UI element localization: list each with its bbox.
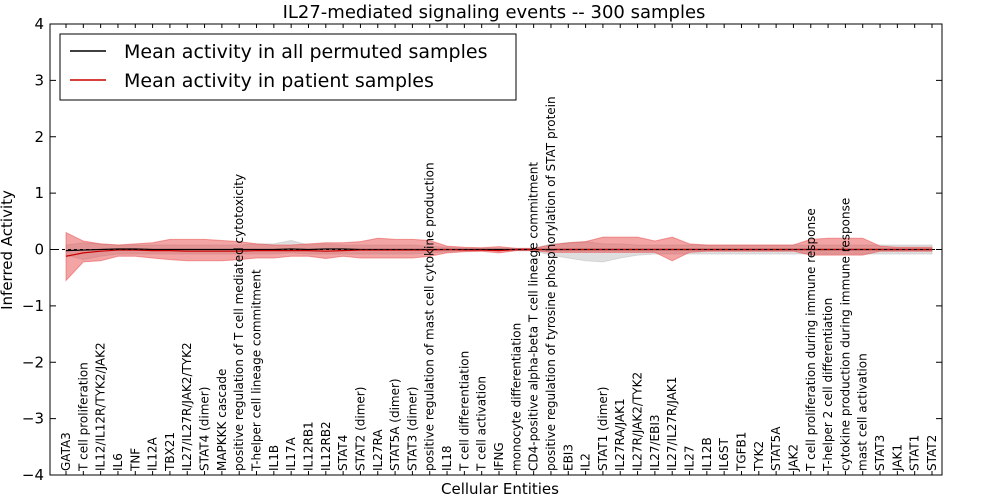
legend-box: [59, 33, 517, 101]
y-tick-label: 2: [34, 128, 44, 146]
x-tick-label: IL12/IL12R/TYK2/JAK2: [94, 342, 108, 471]
x-tick-label: MAPKKK cascade: [215, 369, 229, 471]
x-tick-label: STAT4 (dimer): [198, 387, 212, 471]
y-tick-label: 0: [34, 241, 44, 259]
x-tick-label: monocyte differentiation: [509, 323, 523, 471]
x-tick-label: JAK2: [786, 444, 800, 472]
x-tick-label: IL6ST: [717, 438, 731, 471]
x-tick-label: IL1B: [267, 445, 281, 471]
x-tick-label: IL18: [440, 446, 454, 472]
legend-label: Mean activity in all permuted samples: [124, 41, 487, 63]
x-tick-label: IL6: [111, 453, 125, 471]
x-tick-label: IL12B: [700, 437, 714, 471]
y-tick-label: 4: [34, 15, 44, 33]
plot-frame: [49, 23, 943, 476]
x-tick-label: IL2: [579, 453, 593, 471]
y-tick-label: −2: [22, 353, 44, 371]
x-tick-label: EBI3: [561, 444, 575, 471]
x-tick-label: IL27RA/JAK1: [613, 398, 627, 471]
y-tick-label: −3: [22, 410, 44, 428]
x-tick-label: JAK1: [890, 444, 904, 472]
x-tick-label: STAT3 (dimer): [405, 387, 419, 471]
x-tick-label: STAT3: [873, 435, 887, 471]
x-tick-label: IL27RA: [371, 429, 385, 471]
patient-mean-line: [65, 248, 932, 257]
x-tick-label: GATA3: [59, 432, 73, 471]
x-tick-label: positive regulation of tyrosine phosphor…: [544, 96, 558, 471]
x-tick-label: IL27: [683, 446, 697, 472]
x-tick-label: IL27/EBI3: [648, 414, 662, 471]
x-tick-label: STAT1 (dimer): [596, 387, 610, 471]
x-tick-label: IL27/IL27R/JAK2/TYK2: [180, 342, 194, 471]
x-tick-label: IL27R/JAK2/TYK2: [631, 372, 645, 471]
x-tick-label: T cell proliferation during immune respo…: [804, 208, 818, 472]
x-tick-label: STAT5A (dimer): [388, 378, 402, 471]
x-tick-label: positive regulation of mast cell cytokin…: [423, 162, 437, 471]
x-tick-label: IL27/IL27R/JAK1: [665, 377, 679, 471]
x-tick-label: cytokine production during immune respon…: [838, 198, 852, 471]
chart-title: IL27-mediated signaling events -- 300 sa…: [283, 2, 706, 23]
x-tick-label: T cell activation: [475, 376, 489, 472]
x-tick-label: TGFB1: [734, 432, 748, 472]
x-tick-label: T cell differentiation: [457, 351, 471, 472]
x-tick-label: T-helper 2 cell differentiation: [821, 298, 835, 472]
x-tick-label: IFNG: [492, 442, 506, 471]
y-axis-label: Inferred Activity: [0, 190, 16, 310]
x-tick-label: IL12A: [146, 437, 160, 471]
x-tick-label: T cell proliferation: [76, 362, 90, 472]
x-tick-label: TNF: [128, 448, 142, 472]
legend: Mean activity in all permuted samples Mea…: [59, 33, 517, 101]
x-tick-label: IL17A: [284, 437, 298, 471]
y-tick-label: −1: [22, 297, 44, 315]
x-tick-label: STAT5A: [769, 426, 783, 471]
x-tick-label: STAT2 (dimer): [353, 387, 367, 471]
x-tick-label: IL12RB2: [319, 421, 333, 471]
y-tick-label: 3: [34, 71, 44, 89]
x-axis-label: Cellular Entities: [441, 480, 559, 498]
plot-area: −4 −3 −2 −1 0 1 2 3 4 GATA3 T cell proliferation IL…: [22, 15, 943, 484]
x-tick-label: STAT4: [336, 435, 350, 471]
x-tick-label: TYK2: [752, 441, 766, 472]
patient-band: [65, 231, 933, 282]
x-tick-label: STAT1: [908, 435, 922, 471]
x-tick-label: STAT2: [925, 435, 939, 471]
x-tick-label: T-helper cell lineage commitment: [250, 269, 264, 472]
x-tick-label: IL12RB1: [301, 421, 315, 471]
x-tick-label: TBX21: [163, 432, 177, 472]
y-tick-label: −4: [22, 466, 44, 484]
x-tick-label: positive regulation of T cell mediated c…: [232, 174, 246, 471]
legend-label: Mean activity in patient samples: [124, 70, 434, 92]
y-tick-label: 1: [34, 184, 44, 202]
x-tick-label: mast cell activation: [856, 353, 870, 471]
x-tick-label: CD4-positive alpha-beta T cell lineage c…: [527, 162, 541, 471]
